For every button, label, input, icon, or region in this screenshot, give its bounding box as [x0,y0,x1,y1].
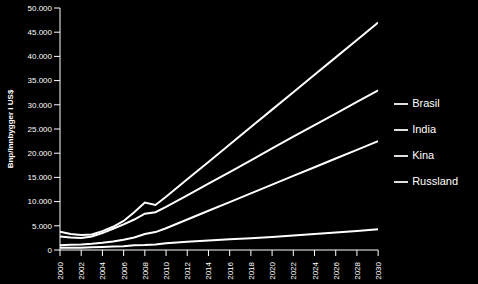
svg-text:15.000: 15.000 [28,173,53,182]
html-text:Russland: Russland [412,175,458,187]
svg-text:2002: 2002 [77,261,86,279]
svg-text:2022: 2022 [289,261,298,279]
html-text:India: India [412,123,436,135]
svg-text:2020: 2020 [268,261,277,279]
svg-text:0: 0 [48,246,53,255]
svg-text:2024: 2024 [311,261,320,279]
svg-text:5.000: 5.000 [32,222,53,231]
html-text:Kina: Kina [412,149,435,161]
svg-text:2016: 2016 [226,261,235,279]
svg-text:35.000: 35.000 [28,76,53,85]
svg-text:2004: 2004 [98,261,107,279]
svg-text:2000: 2000 [56,261,65,279]
html-text:Brasil: Brasil [412,97,440,109]
svg-text:2010: 2010 [162,261,171,279]
svg-text:2012: 2012 [183,261,192,279]
svg-text:20.000: 20.000 [28,149,53,158]
svg-text:40.000: 40.000 [28,52,53,61]
svg-text:10.000: 10.000 [28,197,53,206]
svg-text:2026: 2026 [332,261,341,279]
svg-text:2014: 2014 [204,261,213,279]
svg-text:25.000: 25.000 [28,125,53,134]
svg-text:2030: 2030 [374,261,383,279]
svg-text:45.000: 45.000 [28,28,53,37]
svg-text:Bnp/innbygger i US$: Bnp/innbygger i US$ [8,89,15,168]
svg-text:50.000: 50.000 [28,4,53,13]
svg-text:2008: 2008 [141,261,150,279]
svg-text:2018: 2018 [247,261,256,279]
svg-text:30.000: 30.000 [28,101,53,110]
svg-text:2028: 2028 [353,261,362,279]
svg-text:2006: 2006 [120,261,129,279]
